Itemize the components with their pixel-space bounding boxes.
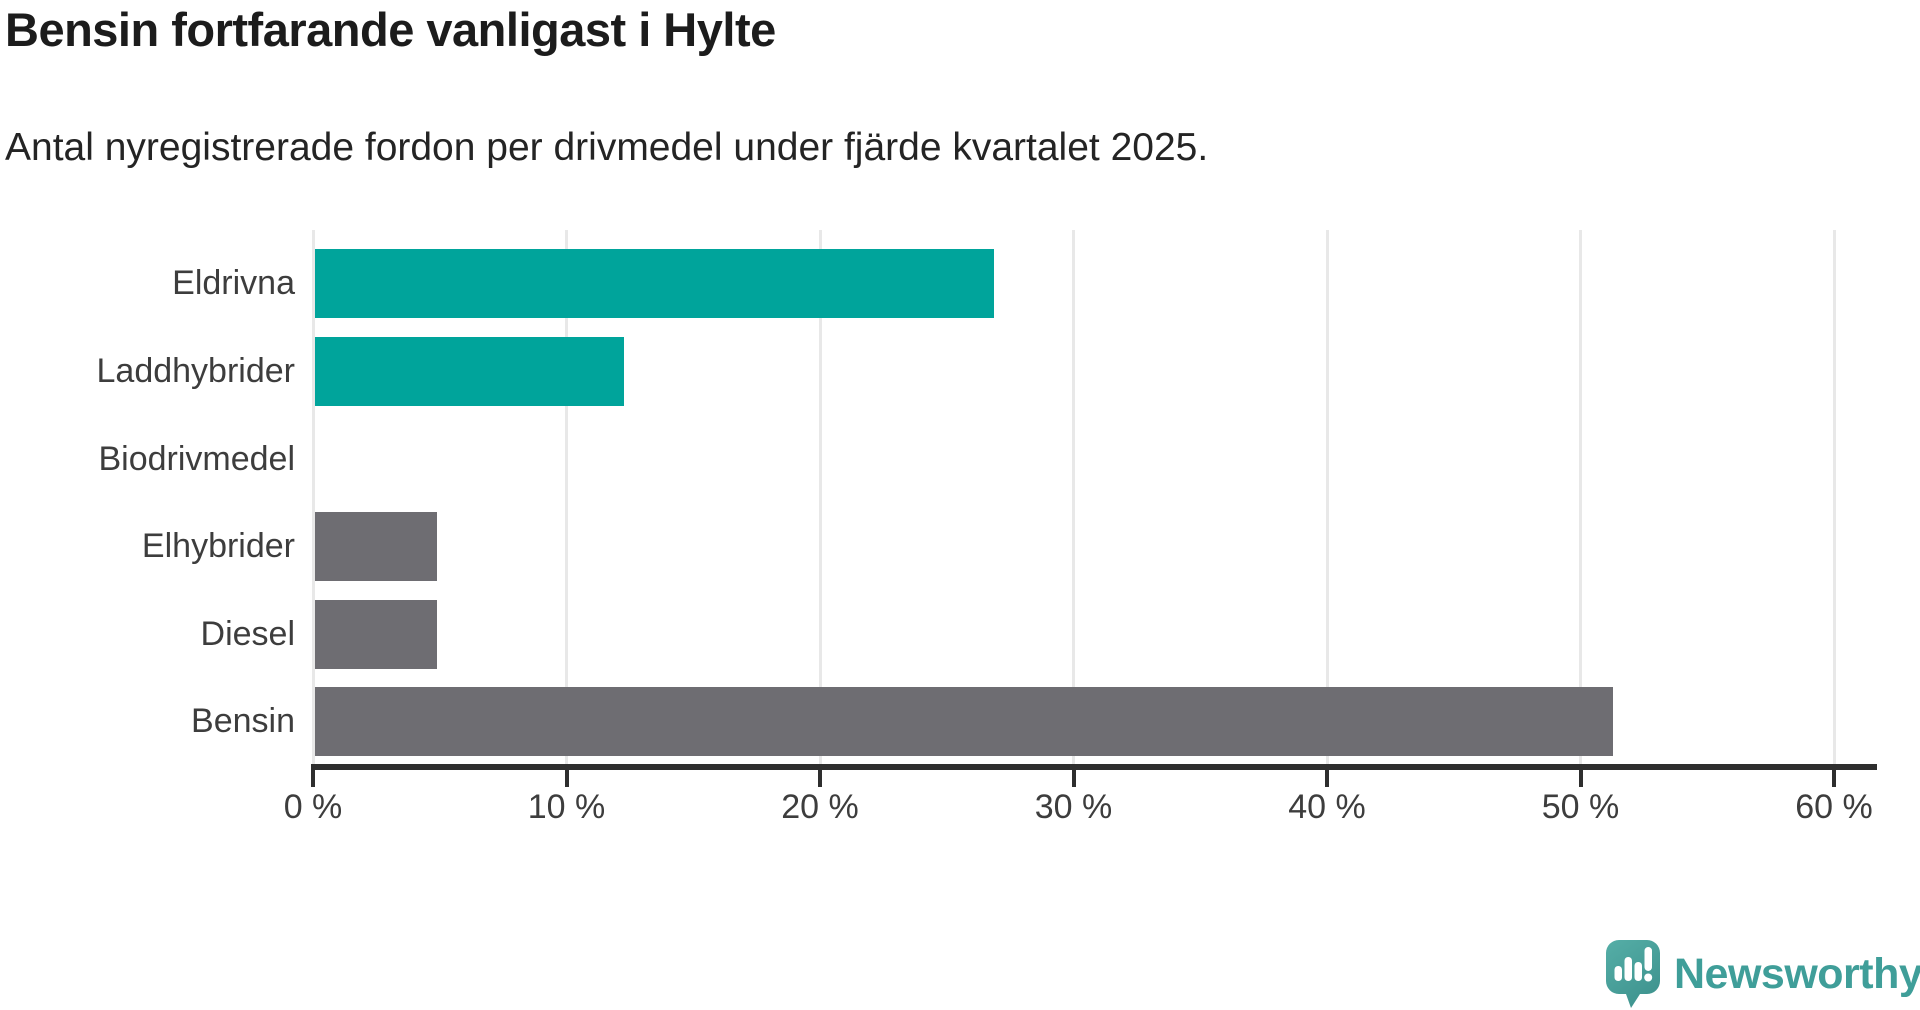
bar xyxy=(315,687,1613,756)
newsworthy-logo-text: Newsworthy xyxy=(1674,949,1920,998)
bar xyxy=(315,600,437,669)
chart-title: Bensin fortfarande vanligast i Hylte xyxy=(5,3,776,56)
bar xyxy=(315,249,994,318)
x-axis-tick xyxy=(1071,770,1076,787)
x-tick-label: 50 % xyxy=(1541,788,1620,826)
bar xyxy=(315,337,624,406)
x-gridline xyxy=(1579,230,1582,764)
x-gridline xyxy=(1325,230,1329,764)
x-axis-tick xyxy=(1578,770,1583,787)
x-tick-label: 10 % xyxy=(527,788,606,826)
bar xyxy=(315,512,437,581)
x-tick-label: 30 % xyxy=(1034,788,1113,826)
logo-exclamation-dot xyxy=(1644,973,1653,982)
x-axis-tick xyxy=(564,770,569,787)
x-gridline xyxy=(1832,230,1836,764)
x-axis-tick xyxy=(1325,770,1329,787)
category-label: Diesel xyxy=(200,615,295,653)
x-gridline xyxy=(1072,230,1075,764)
x-axis-tick xyxy=(311,770,315,787)
newsworthy-logo-icon xyxy=(1606,940,1660,1008)
x-gridline xyxy=(565,230,568,764)
logo-bar-tall xyxy=(1624,957,1632,981)
x-gridline xyxy=(818,230,822,764)
chart-subtitle: Antal nyregistrerade fordon per drivmede… xyxy=(5,126,1209,169)
logo-bar-medium xyxy=(1634,962,1642,981)
x-axis-line xyxy=(311,764,1877,770)
category-label: Bensin xyxy=(191,702,295,740)
x-axis-tick xyxy=(1832,770,1836,787)
x-tick-label: 40 % xyxy=(1288,788,1366,826)
newsworthy-logo: Newsworthy xyxy=(1604,938,1920,1010)
x-tick-label: 0 % xyxy=(283,788,343,826)
x-axis-tick xyxy=(818,770,822,787)
category-label: Elhybrider xyxy=(141,527,295,565)
x-gridline xyxy=(311,230,315,764)
category-label: Biodrivmedel xyxy=(98,440,295,478)
category-label: Laddhybrider xyxy=(96,352,295,390)
logo-exclamation-stem xyxy=(1644,947,1652,971)
category-label: Eldrivna xyxy=(172,264,295,302)
logo-bar-small xyxy=(1614,966,1622,981)
x-tick-label: 20 % xyxy=(781,788,859,826)
x-tick-label: 60 % xyxy=(1795,788,1873,826)
